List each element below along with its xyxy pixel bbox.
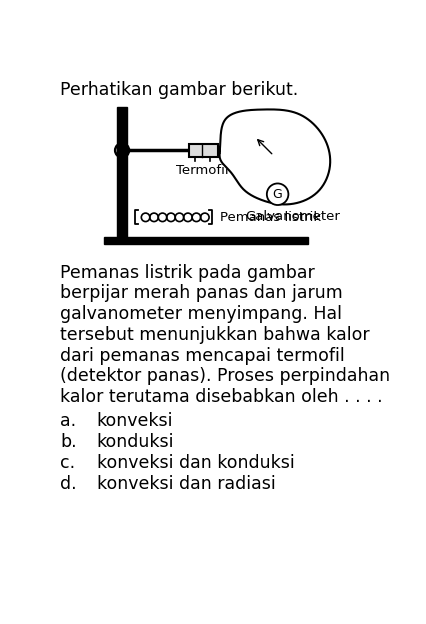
Text: Pemanas listrik: Pemanas listrik: [220, 211, 321, 224]
Text: tersebut menunjukkan bahwa kalor: tersebut menunjukkan bahwa kalor: [60, 326, 370, 344]
Text: galvanometer menyimpang. Hal: galvanometer menyimpang. Hal: [60, 305, 343, 323]
Text: konduksi: konduksi: [97, 433, 174, 451]
Bar: [118, 107, 127, 236]
Text: konveksi: konveksi: [97, 412, 173, 430]
Text: G: G: [273, 188, 282, 201]
Text: a.: a.: [60, 412, 77, 430]
Text: Pemanas listrik pada gambar: Pemanas listrik pada gambar: [60, 263, 315, 281]
Text: konveksi dan radiasi: konveksi dan radiasi: [97, 474, 276, 492]
Bar: [104, 237, 308, 244]
Text: (detektor panas). Proses perpindahan: (detektor panas). Proses perpindahan: [60, 368, 391, 386]
Text: kalor terutama disebabkan oleh . . . .: kalor terutama disebabkan oleh . . . .: [60, 388, 383, 406]
Bar: [189, 144, 218, 157]
Circle shape: [120, 148, 124, 153]
Text: berpijar merah panas dan jarum: berpijar merah panas dan jarum: [60, 285, 343, 302]
Text: dari pemanas mencapai termofil: dari pemanas mencapai termofil: [60, 347, 345, 364]
Polygon shape: [219, 109, 330, 205]
Text: konveksi dan konduksi: konveksi dan konduksi: [97, 454, 294, 472]
Text: Termofil: Termofil: [176, 164, 228, 177]
Text: Perhatikan gambar berikut.: Perhatikan gambar berikut.: [60, 81, 299, 99]
Circle shape: [267, 183, 288, 205]
Text: b.: b.: [60, 433, 77, 451]
Text: c.: c.: [60, 454, 75, 472]
Text: d.: d.: [60, 474, 77, 492]
Text: Galvanometer: Galvanometer: [245, 210, 340, 223]
